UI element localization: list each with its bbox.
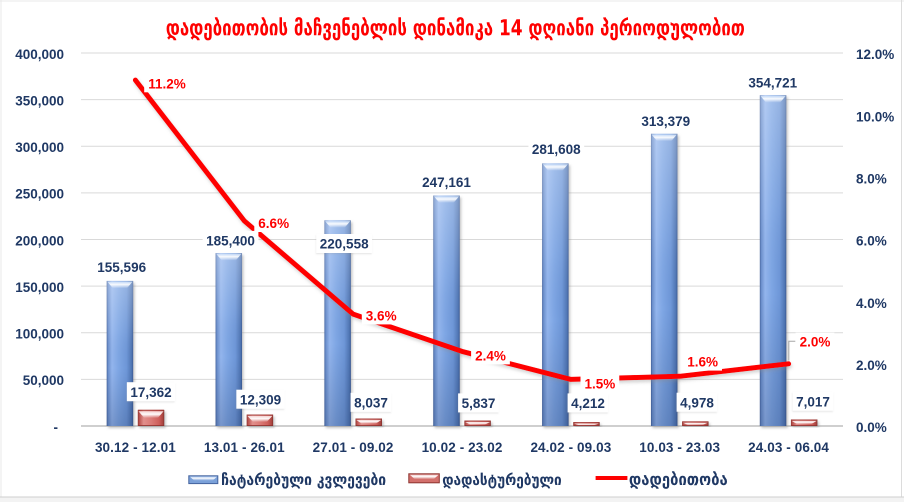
svg-text:12.0%: 12.0% [856,47,894,62]
svg-text:13.01 - 26.01: 13.01 - 26.01 [204,440,285,455]
svg-text:2.0%: 2.0% [856,358,887,373]
svg-text:6.0%: 6.0% [856,234,887,249]
svg-text:400,000: 400,000 [15,47,64,62]
svg-text:8.0%: 8.0% [856,172,887,187]
svg-text:300,000: 300,000 [15,140,64,155]
svg-text:100,000: 100,000 [15,327,64,342]
svg-text:1.5%: 1.5% [585,376,616,391]
svg-text:12,309: 12,309 [240,392,281,407]
svg-text:281,608: 281,608 [532,142,581,157]
svg-text:10.02 - 23.02: 10.02 - 23.02 [422,440,503,455]
svg-text:354,721: 354,721 [748,76,797,91]
svg-text:-: - [54,420,59,435]
svg-text:6.6%: 6.6% [258,216,289,231]
svg-text:200,000: 200,000 [15,233,64,248]
svg-text:4,212: 4,212 [571,396,605,411]
svg-text:0.0%: 0.0% [856,420,887,435]
svg-text:350,000: 350,000 [15,93,64,108]
svg-text:2.4%: 2.4% [475,348,506,363]
svg-text:27.01 - 09.02: 27.01 - 09.02 [313,440,394,455]
svg-text:2.0%: 2.0% [800,335,831,350]
svg-text:50,000: 50,000 [23,373,64,388]
svg-text:150,000: 150,000 [15,280,64,295]
svg-text:220,558: 220,558 [320,237,369,252]
svg-text:247,161: 247,161 [422,175,471,190]
svg-text:1.6%: 1.6% [687,355,718,370]
svg-text:10.03 - 23.03: 10.03 - 23.03 [639,440,720,455]
svg-text:10.0%: 10.0% [856,109,894,124]
svg-text:250,000: 250,000 [15,187,64,202]
svg-text:24.03 - 06.04: 24.03 - 06.04 [748,440,829,455]
svg-text:11.2%: 11.2% [148,76,186,91]
svg-text:17,362: 17,362 [130,385,171,400]
svg-text:4.0%: 4.0% [856,296,887,311]
svg-text:155,596: 155,596 [97,260,146,275]
svg-text:24.02 - 09.03: 24.02 - 09.03 [530,440,611,455]
svg-text:313,379: 313,379 [641,114,690,129]
svg-text:185,400: 185,400 [206,234,255,249]
svg-text:5,837: 5,837 [462,396,496,411]
svg-text:4,978: 4,978 [680,395,714,410]
svg-text:7,017: 7,017 [796,394,830,409]
svg-text:30.12 - 12.01: 30.12 - 12.01 [95,440,176,455]
svg-text:3.6%: 3.6% [366,308,397,323]
svg-text:8,037: 8,037 [354,395,388,410]
